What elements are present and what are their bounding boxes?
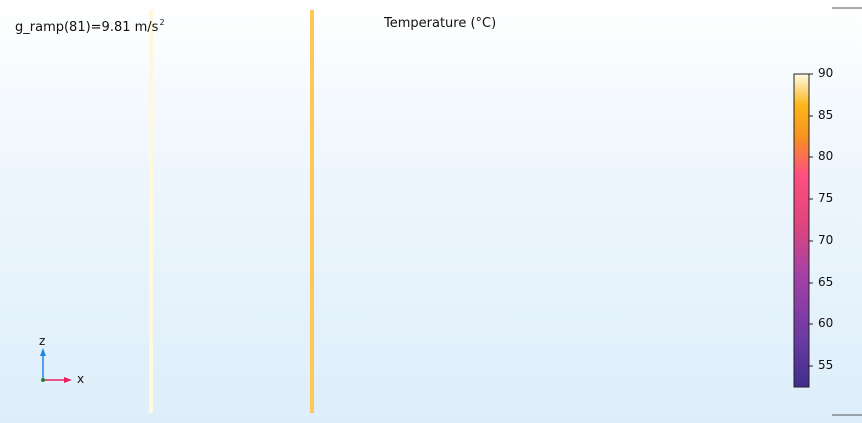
colorbar-tick-label: 90 [818,66,834,80]
z-axis-label: z [39,334,46,348]
colorbar-ticks [809,73,813,367]
colorbar-tick-label: 55 [818,358,834,372]
x-axis-label: x [77,372,85,386]
plot-title: Temperature (°C) [384,16,497,31]
colorbar-tick-label: 85 [818,108,834,122]
z-arrow-head [40,348,46,356]
colorbar-tick-label: 70 [818,233,834,247]
colorbar-tick-label: 60 [818,316,834,330]
parameter-label: g_ramp(81)=9.81 m/s2 [15,18,165,35]
colorbar-tick-label: 65 [818,275,834,289]
y-axis-dot [41,378,45,382]
colorbar-tick-label: 80 [818,149,834,163]
colorbar-tick-label: 75 [818,191,834,205]
x-arrow-head [64,377,72,383]
axis-triad [40,348,72,383]
colorbar [793,73,810,388]
